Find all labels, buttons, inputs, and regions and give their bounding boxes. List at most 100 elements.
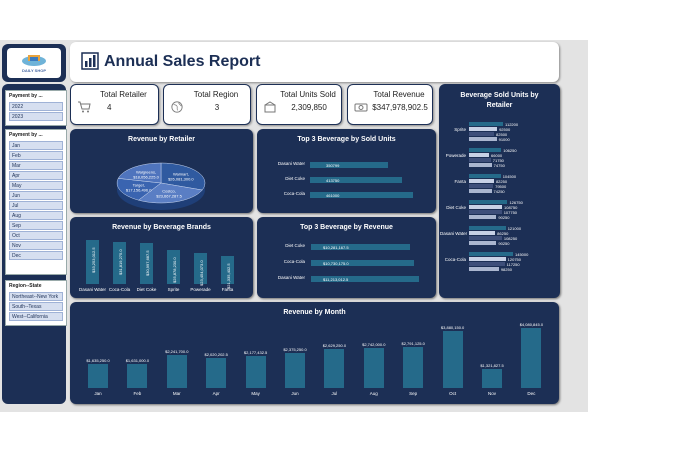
data-label: 145000 xyxy=(515,251,529,257)
bar xyxy=(88,363,108,388)
x-tick-label: Feb xyxy=(133,391,142,396)
x-tick-label: Sep xyxy=(409,391,418,396)
data-label: $2,629,250.0 xyxy=(322,343,347,349)
report-header: Annual Sales Report xyxy=(70,42,559,82)
slicer-item-west[interactable]: West--California xyxy=(9,312,63,321)
slicer-item-aug[interactable]: Aug xyxy=(9,211,63,220)
x-tick-label: Jan xyxy=(94,391,102,396)
slicer-item-south[interactable]: South--Texas xyxy=(9,302,63,311)
slicer-item-dec[interactable]: Dec xyxy=(9,251,63,260)
kpi-label: Total Revenue xyxy=(373,90,425,99)
data-label: $2,375,250.0 xyxy=(283,347,307,353)
slicer-item-jun[interactable]: Jun xyxy=(9,191,63,200)
bar xyxy=(310,177,403,183)
slicer-item-oct[interactable]: Oct xyxy=(9,231,63,240)
bar xyxy=(469,127,498,131)
pie-slice-target xyxy=(116,178,162,201)
y-tick-label: Sprite xyxy=(454,127,466,132)
data-label: 108750 xyxy=(504,204,518,210)
logo-icon xyxy=(22,55,46,66)
bar xyxy=(363,347,384,388)
bar xyxy=(311,244,411,250)
chart-title: Top 3 Beverage by Revenue xyxy=(300,224,393,231)
x-tick-label: Jul xyxy=(331,391,338,396)
data-label: 66000 xyxy=(491,152,503,158)
sidebar: Payment by ... 2022 2023 Payment by ... … xyxy=(2,84,67,404)
data-label: 413750 xyxy=(326,177,340,183)
y-tick-label: Dasani Water xyxy=(440,231,468,236)
box-icon xyxy=(264,101,276,113)
bar xyxy=(469,236,502,240)
chart-title: Revenue by Month xyxy=(283,309,346,316)
bar xyxy=(469,174,501,178)
bar xyxy=(167,249,180,284)
slicer-item-apr[interactable]: Apr xyxy=(9,171,63,180)
y-tick-label: Diet Coke xyxy=(285,176,305,181)
data-label: 461000 xyxy=(326,192,340,198)
pie-chart: Walmart,$26,081,300.0 Costco,$23,667,287.… xyxy=(116,162,206,210)
bar xyxy=(311,276,419,282)
pie-slice-walgreens xyxy=(117,162,162,184)
top3-revenue-panel: Top 3 Beverage by Revenue Diet Coke $10,2… xyxy=(257,217,436,298)
bar xyxy=(469,158,491,162)
bar xyxy=(310,192,413,198)
region-slicer-title: Region--State xyxy=(9,283,42,289)
data-label: $10,730,175.0 xyxy=(323,260,349,266)
logo-text: DAILY SHOP xyxy=(21,68,46,73)
y-tick-label: Powerade xyxy=(445,153,466,158)
data-label: $1,631,000.0 xyxy=(125,358,150,364)
bar xyxy=(194,252,207,284)
x-tick-label: Powerade xyxy=(190,287,211,292)
bar xyxy=(221,255,234,284)
bar xyxy=(442,330,463,388)
slicer-item-may[interactable]: May xyxy=(9,181,63,190)
data-label: 82500 xyxy=(496,131,508,137)
slicer-item-jan[interactable]: Jan xyxy=(9,141,63,150)
slicer-item-northeast[interactable]: Northeast--New York xyxy=(9,292,63,301)
data-label: 106250 xyxy=(503,147,517,153)
kpi-value: 2,309,850 xyxy=(291,103,327,112)
year-slicer-title: Payment by ... xyxy=(9,93,43,99)
data-label: 108250 xyxy=(503,235,518,241)
pie-label: Target, xyxy=(133,182,145,187)
x-tick-label: Jun xyxy=(291,391,299,396)
x-tick-label: Nov xyxy=(487,391,496,396)
bar xyxy=(469,184,494,188)
bar xyxy=(469,210,502,214)
bar xyxy=(469,137,497,141)
slicer-item-mar[interactable]: Mar xyxy=(9,161,63,170)
slicer-item-nov[interactable]: Nov xyxy=(9,241,63,250)
logo: DAILY SHOP xyxy=(7,48,61,78)
month-slicer-title: Payment by ... xyxy=(9,132,43,138)
data-label: 74750 xyxy=(493,162,505,168)
globe-icon xyxy=(171,101,183,113)
pie-label: $26,081,300.0 xyxy=(168,177,194,182)
top3-units-panel: Top 3 Beverage by Sold Units Dasani Wate… xyxy=(257,129,436,213)
data-label: 126750 xyxy=(509,199,523,205)
data-label: $2,177,432.5 xyxy=(243,349,268,355)
slicer-item-sep[interactable]: Sep xyxy=(9,221,63,230)
bar xyxy=(285,353,305,388)
bar xyxy=(324,349,345,388)
logo-panel: DAILY SHOP xyxy=(2,44,66,82)
kpi-total-units-sold: Total Units Sold 2,309,850 xyxy=(256,84,342,125)
data-label: $25,878,230.0 xyxy=(171,257,177,283)
data-label: $31,819,275.0 xyxy=(117,249,123,275)
bar xyxy=(482,368,502,388)
slicer-item-2023[interactable]: 2023 xyxy=(9,112,63,121)
slicer-item-2022[interactable]: 2022 xyxy=(9,102,63,111)
bar xyxy=(311,260,415,266)
bar xyxy=(469,252,513,256)
pie-label: Walgreens, xyxy=(136,169,156,174)
chart-title: Revenue by Beverage Brands xyxy=(112,224,211,231)
kpi-label: Total Units Sold xyxy=(280,90,336,99)
cart-icon xyxy=(78,101,91,113)
y-tick-label: Coca-Cola xyxy=(444,257,466,262)
slicer-item-jul[interactable]: Jul xyxy=(9,201,63,210)
data-label: 350799 xyxy=(326,162,340,168)
data-label: 107750 xyxy=(503,209,518,215)
x-tick-label: Fanta xyxy=(221,287,234,292)
data-label: $2,791,125.0 xyxy=(401,340,425,346)
y-tick-label: Dasani Water xyxy=(277,275,305,280)
slicer-item-feb[interactable]: Feb xyxy=(9,151,63,160)
